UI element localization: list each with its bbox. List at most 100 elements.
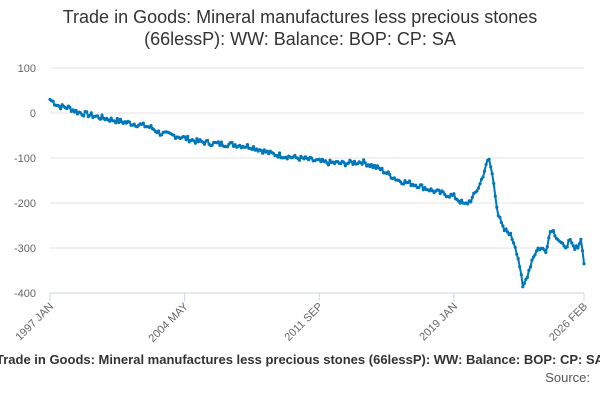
data-point: [458, 201, 462, 205]
data-point: [515, 252, 519, 256]
data-point: [492, 181, 496, 185]
data-point: [118, 117, 122, 121]
data-point: [88, 113, 92, 117]
data-point: [238, 143, 242, 147]
data-point: [518, 265, 522, 269]
data-point: [374, 166, 378, 170]
data-point: [114, 121, 118, 125]
data-point: [352, 159, 357, 163]
data-point: [261, 151, 265, 155]
data-point: [149, 124, 153, 128]
data-point: [360, 162, 364, 166]
data-point: [108, 119, 112, 123]
data-point: [386, 170, 390, 174]
data-point: [65, 106, 69, 111]
data-point: [369, 163, 373, 167]
data-point: [580, 249, 585, 253]
data-point: [535, 249, 539, 253]
data-point: [351, 162, 355, 166]
data-point: [447, 195, 451, 199]
data-point: [545, 245, 549, 249]
y-tick-label: 100: [18, 63, 36, 75]
source-label: Source:: [545, 370, 590, 385]
data-point: [478, 182, 482, 186]
data-point: [339, 162, 343, 166]
data-point: [417, 186, 421, 190]
data-point: [265, 149, 269, 153]
y-tick-label: -100: [14, 153, 36, 165]
data-point: [452, 192, 456, 196]
data-point: [528, 265, 533, 269]
data-point: [582, 262, 586, 266]
data-point: [533, 253, 537, 257]
data-point: [490, 172, 494, 176]
data-point: [568, 238, 572, 242]
data-point: [438, 191, 442, 196]
data-point: [421, 188, 425, 192]
x-tick-label: 2004 MAY: [147, 300, 192, 345]
x-tick-label: 2011 SEP: [282, 301, 325, 344]
data-point: [342, 160, 346, 164]
data-point: [561, 241, 565, 245]
data-point: [475, 189, 479, 193]
data-point: [521, 285, 525, 289]
data-point: [469, 200, 473, 204]
data-point: [579, 237, 583, 241]
data-point: [460, 198, 464, 202]
data-point: [216, 140, 220, 144]
data-point: [547, 236, 551, 240]
data-point: [117, 120, 121, 125]
data-point: [98, 117, 103, 121]
data-point: [484, 162, 488, 166]
data-point: [375, 164, 379, 168]
data-point: [476, 186, 480, 190]
data-point: [493, 194, 497, 198]
data-point: [68, 105, 72, 110]
data-point: [82, 114, 86, 118]
data-point: [51, 99, 55, 103]
y-tick-label: -400: [14, 288, 36, 300]
data-point: [85, 110, 89, 114]
data-point: [571, 244, 575, 248]
data-point: [363, 161, 367, 165]
data-point: [362, 158, 366, 162]
data-point: [525, 275, 530, 279]
data-point: [487, 157, 491, 161]
chart-title-line-2: (66lessP): WW: Balance: BOP: CP: SA: [144, 29, 456, 49]
data-point: [519, 273, 523, 277]
data-point: [372, 163, 376, 167]
x-tick-label: 2019 JAN: [417, 301, 460, 344]
data-point: [577, 242, 582, 246]
data-point: [489, 165, 493, 169]
data-point: [501, 224, 505, 228]
data-point: [565, 245, 569, 249]
data-point: [527, 268, 531, 272]
data-point: [380, 166, 384, 170]
data-point: [74, 108, 78, 112]
data-point: [522, 281, 526, 285]
data-point: [495, 205, 499, 209]
data-point: [225, 145, 230, 149]
data-point: [317, 157, 321, 161]
data-point: [115, 116, 119, 121]
data-point: [160, 133, 164, 137]
data-point: [193, 141, 197, 145]
data-point: [414, 183, 418, 187]
gridlines: [50, 67, 584, 249]
data-point: [230, 141, 234, 145]
x-tick-label: 1997 JAN: [13, 301, 56, 344]
data-point: [141, 121, 145, 125]
data-point: [297, 158, 301, 162]
data-point: [307, 158, 311, 162]
data-point: [388, 172, 392, 177]
data-point: [218, 143, 222, 147]
data-point: [481, 175, 485, 179]
data-point: [183, 135, 187, 139]
data-point: [553, 234, 557, 238]
data-point: [172, 133, 176, 137]
data-point: [89, 111, 93, 115]
data-point: [267, 152, 271, 156]
data-point: [277, 151, 282, 155]
data-point: [437, 188, 441, 192]
